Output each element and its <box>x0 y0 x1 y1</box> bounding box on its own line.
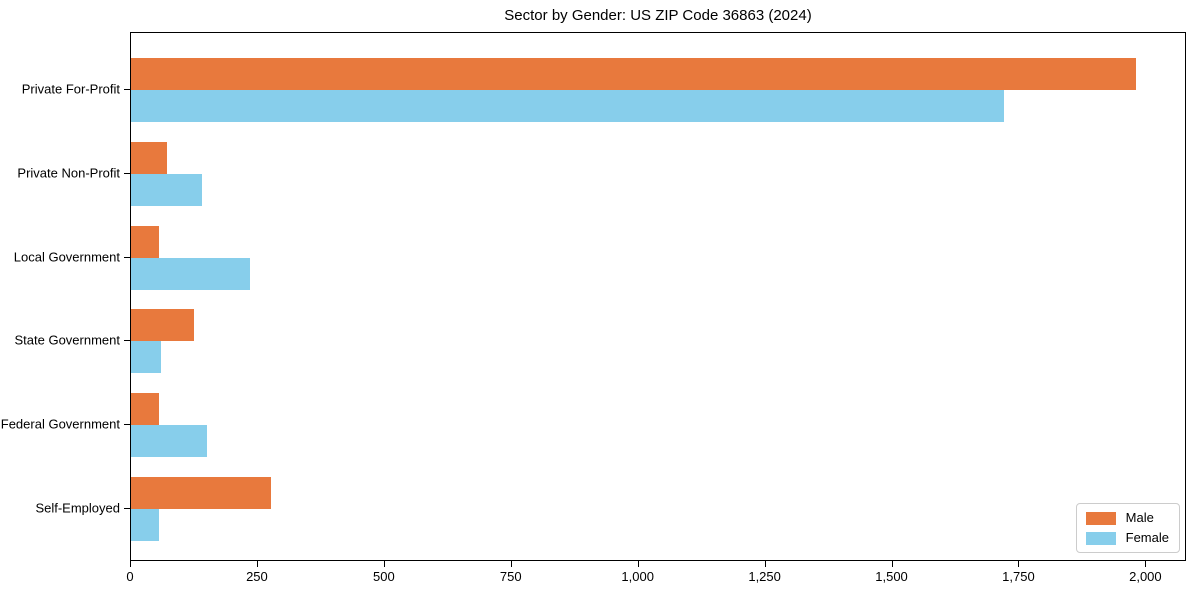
xtick-mark-500 <box>384 561 385 567</box>
xtick-mark-0 <box>130 561 131 567</box>
bar-male-state-government <box>131 309 194 342</box>
bar-male-private-non-profit <box>131 141 167 174</box>
category-label-federal-government: Federal Government <box>0 416 120 432</box>
ytick-mark-private-non-profit <box>124 173 130 174</box>
ytick-mark-private-for-profit <box>124 89 130 90</box>
category-label-local-government: Local Government <box>13 249 120 265</box>
xtick-mark-1500 <box>892 561 893 567</box>
xtick-label-2000: 2,000 <box>1129 569 1162 584</box>
xtick-label-1750: 1,750 <box>1002 569 1035 584</box>
ytick-mark-local-government <box>124 257 130 258</box>
category-label-private-for-profit: Private For-Profit <box>21 81 120 97</box>
xtick-label-250: 250 <box>246 569 268 584</box>
bar-female-state-government <box>131 341 161 374</box>
category-label-state-government: State Government <box>14 332 121 348</box>
xtick-mark-1750 <box>1018 561 1019 567</box>
legend: Male Female <box>1075 503 1180 553</box>
xtick-mark-2000 <box>1145 561 1146 567</box>
bar-female-self-employed <box>131 509 159 541</box>
ytick-mark-self-employed <box>124 508 130 509</box>
xtick-mark-750 <box>511 561 512 567</box>
xtick-label-1000: 1,000 <box>621 569 654 584</box>
plot-area <box>130 32 1186 561</box>
bar-female-federal-government <box>131 425 207 458</box>
xtick-mark-1250 <box>765 561 766 567</box>
xtick-label-750: 750 <box>499 569 522 584</box>
legend-swatch-male <box>1085 511 1116 525</box>
bar-male-private-for-profit <box>131 58 1136 90</box>
legend-swatch-female <box>1085 531 1116 545</box>
xtick-label-0: 0 <box>126 569 134 584</box>
xtick-mark-1000 <box>638 561 639 567</box>
legend-label-female: Female <box>1125 530 1169 545</box>
bar-male-local-government <box>131 225 159 258</box>
category-label-self-employed: Self-Employed <box>35 500 120 516</box>
legend-label-male: Male <box>1125 510 1154 525</box>
xtick-label-1250: 1,250 <box>748 569 781 584</box>
bar-female-private-for-profit <box>131 90 1004 122</box>
bar-male-federal-government <box>131 393 159 426</box>
category-label-private-non-profit: Private Non-Profit <box>17 165 120 181</box>
xtick-label-1500: 1,500 <box>875 569 908 584</box>
chart-title: Sector by Gender: US ZIP Code 36863 (202… <box>504 7 812 24</box>
xtick-mark-250 <box>257 561 258 567</box>
ytick-mark-state-government <box>124 340 130 341</box>
legend-item-male: Male <box>1085 510 1169 525</box>
bar-female-local-government <box>131 257 250 290</box>
bar-male-self-employed <box>131 477 271 509</box>
bar-female-private-non-profit <box>131 173 202 206</box>
legend-item-female: Female <box>1085 530 1169 545</box>
ytick-mark-federal-government <box>124 424 130 425</box>
xtick-label-500: 500 <box>372 569 395 584</box>
